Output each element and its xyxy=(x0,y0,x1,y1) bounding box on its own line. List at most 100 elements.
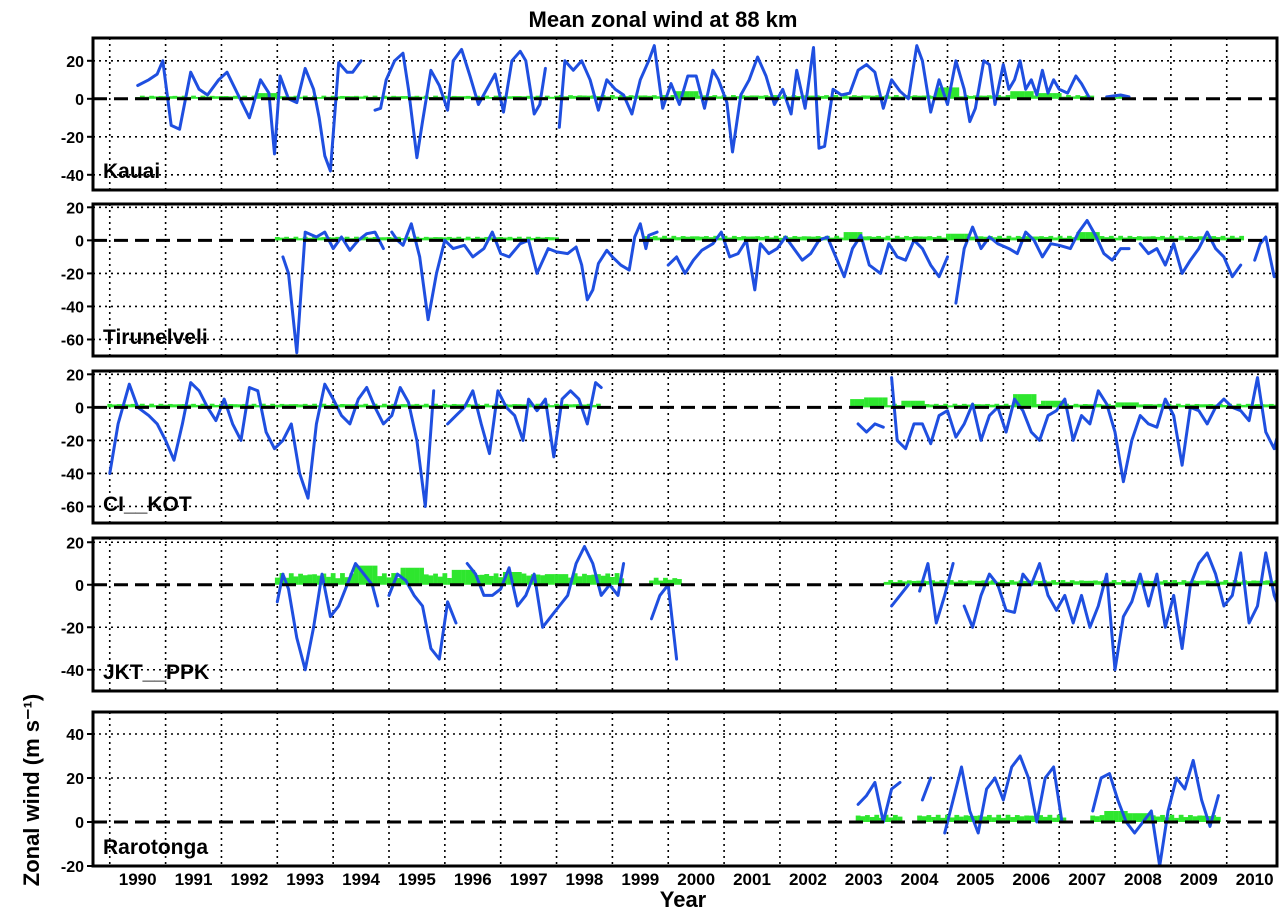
x-tick-label: 1997 xyxy=(510,870,548,889)
wind-series-line xyxy=(856,780,902,824)
error-bar xyxy=(1005,814,1011,822)
error-bar xyxy=(586,95,592,99)
wind-series-line xyxy=(918,562,955,625)
year-tick-labels: 1990 1991 1992 1993 1994 1995 1996 1997 1998 1999… xyxy=(119,870,1274,889)
error-bar xyxy=(843,232,849,241)
x-tick-label: 2001 xyxy=(733,870,771,889)
error-bar xyxy=(990,580,996,585)
error-bar xyxy=(934,581,940,585)
error-bar xyxy=(549,96,555,99)
error-bar xyxy=(405,567,411,585)
error-bar xyxy=(954,87,960,99)
error-bar xyxy=(1264,404,1270,408)
error-bar xyxy=(456,236,462,241)
wind-series-line xyxy=(890,376,1277,484)
panel-plot-area xyxy=(135,44,1131,173)
error-bar xyxy=(1195,580,1201,585)
error-bar xyxy=(251,403,257,408)
error-bar xyxy=(298,404,303,408)
x-tick-label: 2000 xyxy=(677,870,715,889)
x-tick-label: 2003 xyxy=(845,870,883,889)
x-tick-label: 2005 xyxy=(957,870,995,889)
error-bar xyxy=(302,403,308,408)
error-bar xyxy=(848,232,854,241)
error-bar xyxy=(1211,815,1217,822)
error-bar xyxy=(1148,580,1154,585)
error-bar xyxy=(1043,236,1049,241)
error-bar xyxy=(298,96,303,99)
error-bar xyxy=(451,569,457,585)
error-bar xyxy=(423,574,429,585)
error-bar xyxy=(493,95,499,99)
error-bar xyxy=(456,404,462,408)
error-bar xyxy=(1038,93,1043,99)
error-bar xyxy=(274,577,280,585)
error-bar xyxy=(1055,582,1061,585)
error-bar xyxy=(302,575,308,585)
error-bar xyxy=(1175,403,1181,408)
error-bar xyxy=(945,87,950,99)
error-bar xyxy=(870,95,876,99)
error-bar xyxy=(1056,814,1062,822)
error-bar xyxy=(423,403,429,408)
error-bar xyxy=(316,575,322,585)
error-bar xyxy=(484,236,490,241)
error-bar xyxy=(897,580,903,585)
error-bar xyxy=(279,403,285,408)
error-bar xyxy=(1089,95,1095,99)
error-bar xyxy=(1136,813,1142,822)
error-bar xyxy=(358,565,364,585)
error-bar xyxy=(1054,400,1060,408)
error-bar xyxy=(414,95,420,99)
error-bar xyxy=(1201,815,1207,822)
error-bar xyxy=(1075,95,1081,99)
error-bar xyxy=(293,95,299,99)
error-bar xyxy=(741,236,747,241)
error-bar xyxy=(902,581,908,585)
error-bar xyxy=(1074,581,1080,585)
error-bar xyxy=(986,581,991,585)
error-bar xyxy=(1047,814,1053,822)
error-bar xyxy=(955,233,961,241)
error-bar xyxy=(1057,235,1063,241)
error-bar xyxy=(172,404,178,408)
error-bar xyxy=(915,400,921,408)
error-bar xyxy=(279,237,285,241)
error-bar xyxy=(586,575,592,585)
error-bar xyxy=(861,95,867,99)
error-bar xyxy=(1229,235,1235,241)
error-bar xyxy=(270,93,276,99)
error-bar xyxy=(880,237,886,241)
error-bar xyxy=(1076,232,1082,241)
error-bar xyxy=(1141,813,1147,822)
error-bar xyxy=(619,95,625,99)
x-tick-label: 2009 xyxy=(1180,870,1218,889)
error-bar xyxy=(526,575,532,585)
error-bar xyxy=(139,95,145,99)
y-tick-label: 0 xyxy=(75,233,84,250)
panel-ci-kot: -60 -40 -20 0 20 CI__KOT xyxy=(61,367,1279,525)
error-bar xyxy=(954,814,960,822)
x-tick-label: 1990 xyxy=(119,870,157,889)
error-bar xyxy=(1080,232,1086,241)
error-bar xyxy=(321,95,327,99)
x-tick-label: 2004 xyxy=(901,870,939,889)
error-bar xyxy=(1127,235,1133,241)
error-bar xyxy=(433,573,438,585)
error-bar xyxy=(372,95,378,99)
error-bar xyxy=(181,404,187,408)
error-bar xyxy=(961,403,967,408)
error-bar xyxy=(918,236,923,241)
error-bar xyxy=(479,574,485,585)
error-bar xyxy=(740,95,746,99)
error-bar xyxy=(897,816,903,822)
error-bar xyxy=(372,565,378,585)
error-bar xyxy=(340,404,345,408)
error-bar xyxy=(1143,404,1149,408)
panel-plot-area xyxy=(107,376,1277,508)
error-bar xyxy=(1003,403,1009,408)
error-bar xyxy=(1251,580,1257,585)
error-bar xyxy=(1217,403,1223,408)
error-bar xyxy=(1028,91,1034,99)
error-bar xyxy=(648,236,653,241)
